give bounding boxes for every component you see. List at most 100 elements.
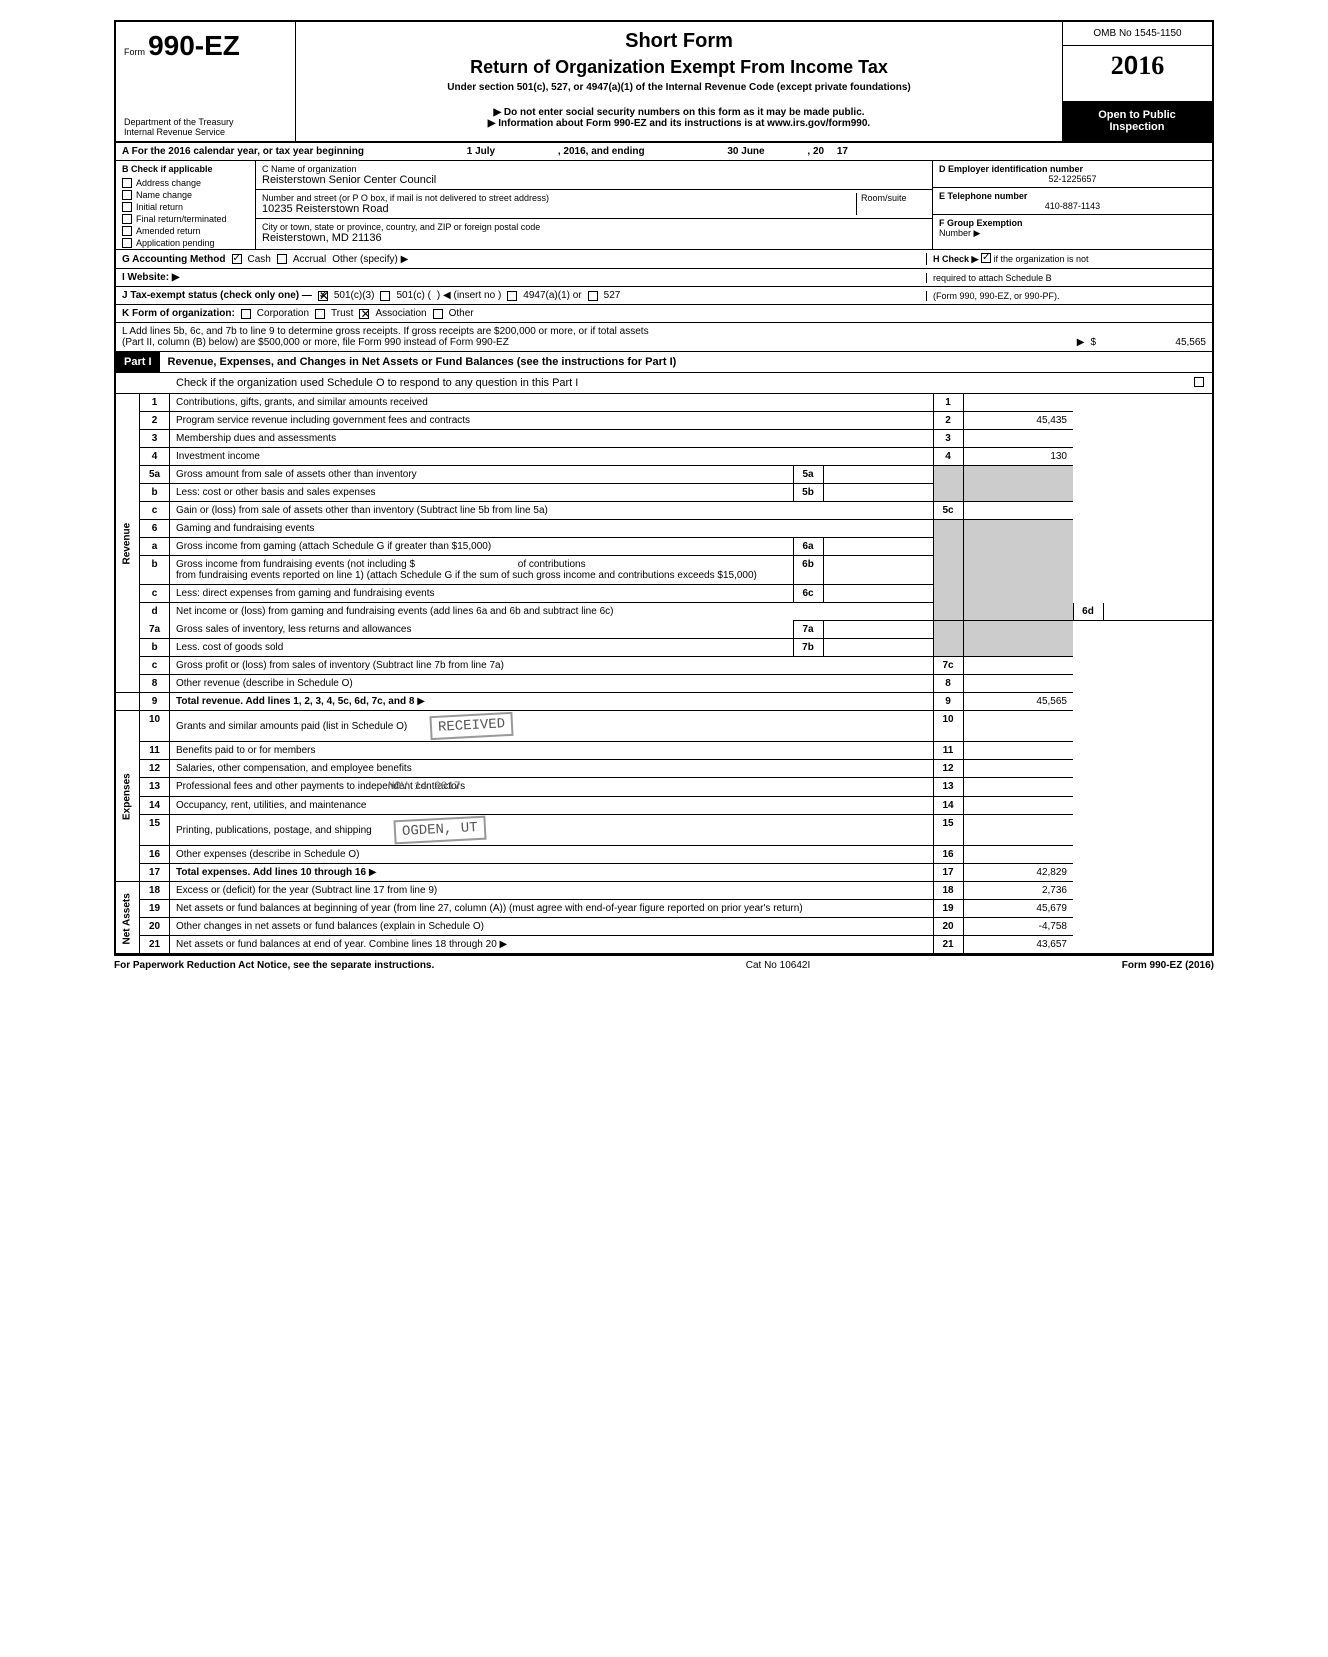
line-9: 9 Total revenue. Add lines 1, 2, 3, 4, 5… [115,693,1213,711]
part1-title: Revenue, Expenses, and Changes in Net As… [160,352,1212,372]
other-org-label: Other [449,308,474,319]
line-19: 19 Net assets or fund balances at beginn… [115,900,1213,918]
line-8: 8 Other revenue (describe in Schedule O)… [115,675,1213,693]
form-year: 20201616 [1063,46,1212,85]
line-7a-row: 7a Gross sales of inventory, less return… [115,621,1213,639]
row-l: L Add lines 5b, 6c, and 7b to line 9 to … [116,323,1212,352]
checkbox-accrual[interactable] [277,254,287,264]
checkbox-icon[interactable] [122,178,132,188]
check-address-change[interactable]: Address change [116,177,255,189]
form-container: Form 990-EZ Short Form Return of Organiz… [114,20,1214,975]
org-city-row: City or town, state or province, country… [256,219,932,247]
check-application-pending[interactable]: Application pending [116,237,255,249]
line-3: 3 Membership dues and assessments 3 [115,430,1213,448]
accrual-label: Accrual [293,254,326,265]
part1-label: Part I [116,352,160,372]
tax-year-label: A For the 2016 calendar year, or tax yea… [122,146,364,157]
section-j-label: J Tax-exempt status (check only one) — [122,290,312,301]
section-l-text2: (Part II, column (B) below) are $500,000… [122,337,509,348]
checkbox-icon[interactable] [122,238,132,248]
dept-cell: Department of the Treasury Internal Reve… [116,101,296,141]
line-desc: Contributions, gifts, grants, and simila… [170,394,934,412]
section-f: F Group Exemption Number ▶ [933,215,1212,242]
line-20: 20 Other changes in net assets or fund b… [115,918,1213,936]
group-exemption-number-label: Number ▶ [939,228,1206,239]
line-16: 16 Other expenses (describe in Schedule … [115,846,1213,864]
checkbox-527[interactable] [588,291,598,301]
short-form-label: Short Form [304,30,1054,53]
omb-cell: OMB No 1545-1150 20201616 [1062,22,1212,101]
org-city: Reisterstown, MD 21136 [262,232,926,244]
ein-value: 52-1225657 [939,174,1206,184]
line-21: 21 Net assets or fund balances at end of… [115,936,1213,955]
501c-suffix: ) ◀ (insert no ) [437,290,501,301]
section-i-label: I Website: ▶ [122,272,180,283]
tax-year-row: A For the 2016 calendar year, or tax yea… [114,143,1214,161]
line-18: Net Assets 18 Excess or (deficit) for th… [115,882,1213,900]
section-e: E Telephone number 410-887-1143 [933,188,1212,215]
checkbox-other-org[interactable] [433,309,443,319]
other-specify-label: Other (specify) ▶ [332,254,408,265]
line-5a: 5a Gross amount from sale of assets othe… [115,466,1213,484]
footer-row: For Paperwork Reduction Act Notice, see … [114,955,1214,975]
checkbox-trust[interactable] [315,309,325,319]
check-initial-return[interactable]: Initial return [116,201,255,213]
tax-year-yy: 17 [837,146,848,157]
501c3-label: 501(c)(3) [334,290,375,301]
omb-number: OMB No 1545-1150 [1063,22,1212,46]
org-city-label: City or town, state or province, country… [262,222,926,232]
inspection-cell: Open to Public Inspection [1062,101,1212,141]
checkbox-icon[interactable] [122,202,132,212]
org-street: 10235 Reisterstown Road [262,203,856,215]
check-amended-return[interactable]: Amended return [116,225,255,237]
line-15: 15 Printing, publications, postage, and … [115,815,1213,846]
header-row-2: Department of the Treasury Internal Reve… [114,101,1214,143]
header-row: Form 990-EZ Short Form Return of Organiz… [114,20,1214,101]
section-h-cont2: (Form 990, 990-EZ, or 990-PF). [926,291,1206,301]
inspection-line1: Open to Public [1070,109,1204,121]
check-name-change[interactable]: Name change [116,189,255,201]
line-5c: c Gain or (loss) from sale of assets oth… [115,502,1213,520]
check-final-return[interactable]: Final return/terminated [116,213,255,225]
line-num: 1 [140,394,170,412]
ogden-stamp: OGDEN, UT [394,816,487,845]
phone-label: E Telephone number [939,191,1206,201]
checkbox-schedule-o[interactable] [1194,377,1204,387]
4947-label: 4947(a)(1) or [523,290,581,301]
line-13: 13 Professional fees and other payments … [115,778,1213,797]
501c-label: 501(c) ( [396,290,430,301]
tax-year-end: 30 June [727,146,764,157]
checkbox-501c3[interactable]: ✕ [318,291,328,301]
line-2: 2 Program service revenue including gove… [115,412,1213,430]
row-j: J Tax-exempt status (check only one) — ✕… [116,287,1212,305]
line-4: 4 Investment income 4 130 [115,448,1213,466]
inspection-line2: Inspection [1070,121,1204,133]
form-number-cell: Form 990-EZ [116,22,296,101]
section-l-arrow: ▶ [1077,337,1085,348]
line-17: 17 Total expenses. Add lines 10 through … [115,864,1213,882]
checkbox-corporation[interactable] [241,309,251,319]
checkbox-4947[interactable] [507,291,517,301]
line-14: 14 Occupancy, rent, utilities, and maint… [115,797,1213,815]
section-k-label: K Form of organization: [122,308,235,319]
instructions-cell: ▶ Do not enter social security numbers o… [296,101,1062,141]
checkbox-icon[interactable] [122,226,132,236]
checkbox-schedule-b[interactable] [981,253,991,263]
section-g-label: G Accounting Method [122,254,226,265]
section-b-header: B Check if applicable [116,161,255,177]
room-suite-label: Room/suite [856,193,926,215]
checkbox-501c[interactable] [380,291,390,301]
group-exemption-label: F Group Exemption [939,218,1206,228]
trust-label: Trust [331,308,353,319]
tax-year-begin: 1 July [467,146,495,157]
section-c: C Name of organization Reisterstown Seni… [256,161,932,249]
line-6: 6 Gaming and fundraising events [115,520,1213,538]
org-name: Reisterstown Senior Center Council [262,174,926,186]
form-number-prefix: Form [124,47,145,57]
checkbox-association[interactable]: ✕ [359,309,369,319]
section-l-text1: L Add lines 5b, 6c, and 7b to line 9 to … [122,326,1206,337]
checkbox-icon[interactable] [122,214,132,224]
checkbox-icon[interactable] [122,190,132,200]
title-cell: Short Form Return of Organization Exempt… [296,22,1062,101]
checkbox-cash[interactable] [232,254,242,264]
